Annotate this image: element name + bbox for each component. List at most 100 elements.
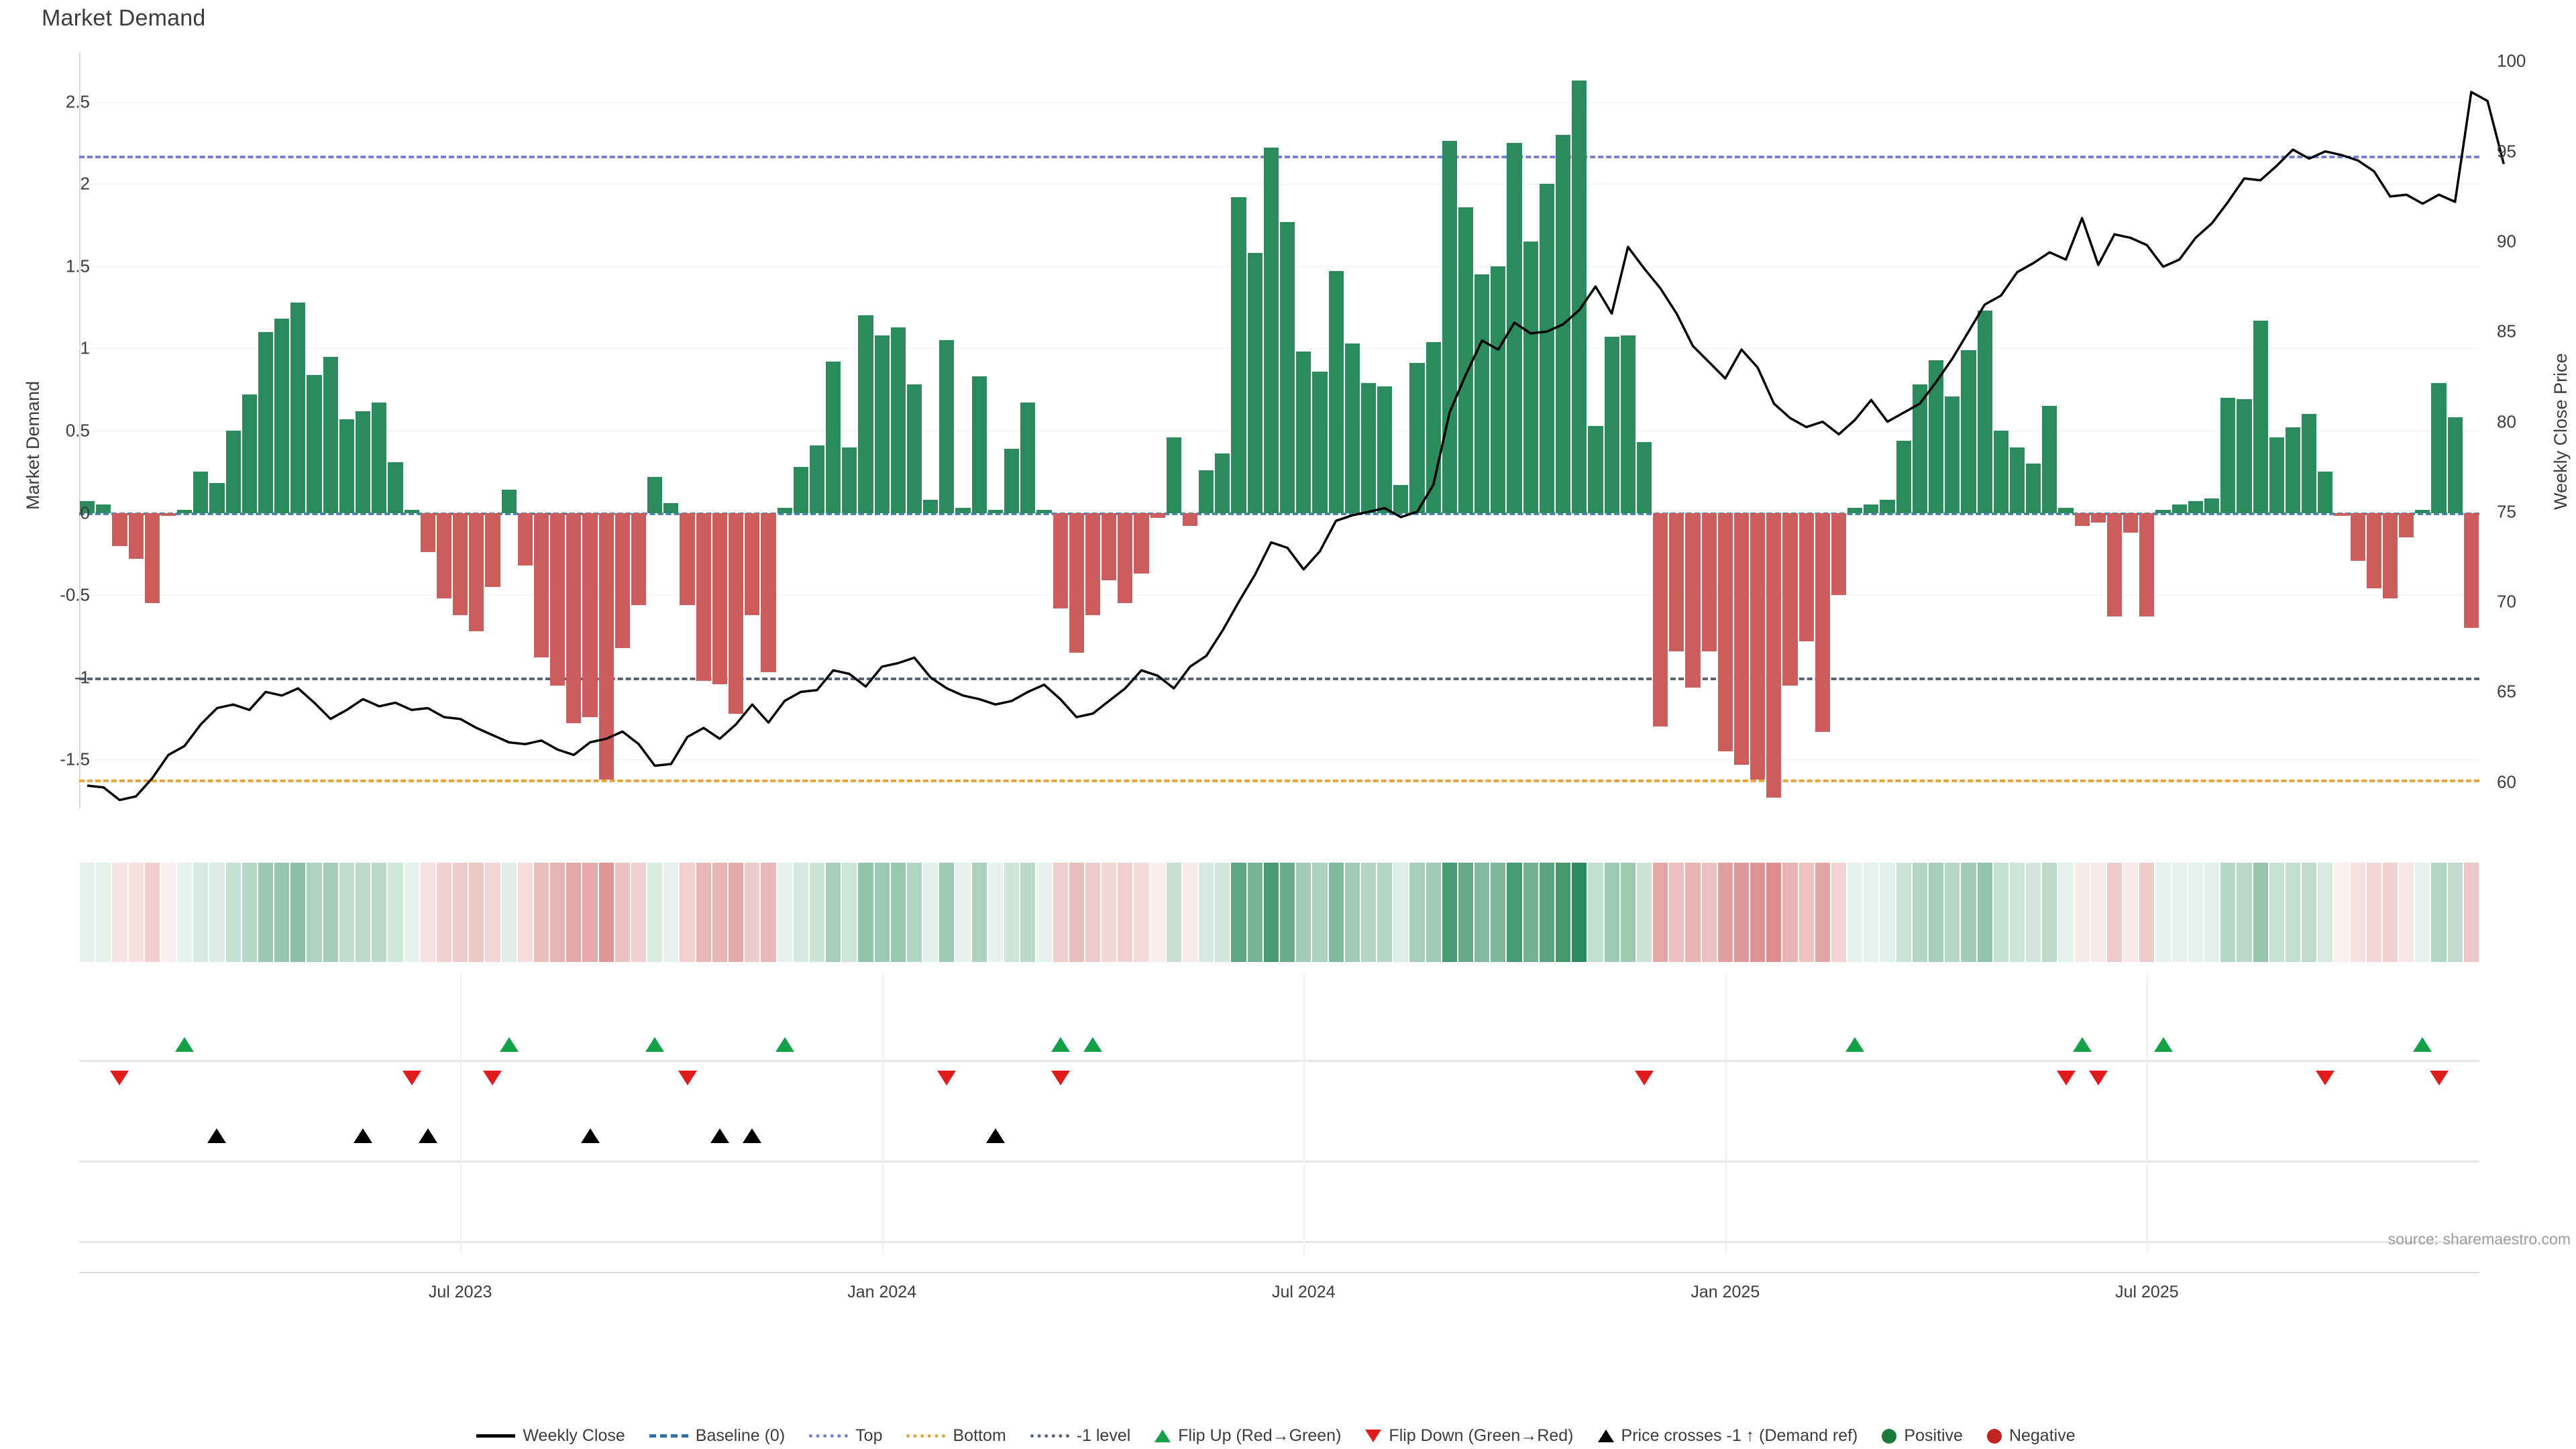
demand-bar bbox=[2431, 382, 2447, 513]
flip-up-marker bbox=[499, 1037, 519, 1052]
demand-bar bbox=[1701, 513, 1717, 651]
legend-label: Price crosses -1 ↑ (Demand ref) bbox=[1621, 1426, 1858, 1445]
heat-cell bbox=[1880, 863, 1895, 962]
demand-bar bbox=[307, 374, 322, 513]
heat-cell bbox=[1847, 863, 1863, 962]
heat-cell bbox=[420, 863, 435, 962]
gridline bbox=[79, 101, 2479, 103]
heat-cell bbox=[388, 863, 403, 962]
legend-label: Flip Up (Red→Green) bbox=[1178, 1426, 1342, 1445]
legend-item-top[interactable]: Top bbox=[809, 1426, 882, 1446]
demand-bar bbox=[874, 335, 890, 513]
heat-cell bbox=[1036, 863, 1052, 962]
heat-cell bbox=[2220, 863, 2236, 962]
marker-rows bbox=[79, 973, 2479, 1254]
demand-bar bbox=[663, 502, 679, 513]
demand-bar bbox=[1474, 274, 1490, 513]
demand-bar bbox=[1360, 382, 1377, 513]
heat-cell bbox=[1328, 863, 1344, 962]
legend-item-negative[interactable]: Negative bbox=[1986, 1426, 2076, 1446]
legend-item-minus-1-level[interactable]: -1 level bbox=[1030, 1426, 1130, 1446]
heat-cell bbox=[712, 863, 728, 962]
demand-bar bbox=[987, 509, 1003, 513]
heat-cell bbox=[1020, 863, 1036, 962]
demand-bar bbox=[1880, 499, 1895, 513]
demand-bar bbox=[2171, 504, 2187, 513]
heat-cell bbox=[1750, 863, 1766, 962]
demand-bar bbox=[1312, 371, 1328, 513]
heat-cell bbox=[1134, 863, 1149, 962]
demand-bar bbox=[680, 513, 695, 605]
demand-bar bbox=[1036, 509, 1052, 513]
demand-bar bbox=[1409, 363, 1425, 513]
flip-down-marker bbox=[402, 1071, 421, 1085]
legend-label: Top bbox=[855, 1426, 883, 1445]
heat-cell bbox=[1896, 863, 1911, 962]
demand-bar bbox=[1929, 360, 1944, 513]
legend-item-weekly-close[interactable]: Weekly Close bbox=[476, 1426, 625, 1446]
demand-bar bbox=[826, 362, 841, 513]
demand-bar bbox=[1604, 337, 1619, 513]
flip-up-marker bbox=[1845, 1037, 1865, 1052]
demand-bar bbox=[1733, 513, 1750, 765]
demand-bar bbox=[1896, 440, 1911, 513]
left-axis-tick: 2 bbox=[80, 173, 90, 194]
demand-bar bbox=[323, 356, 338, 513]
demand-bar bbox=[2463, 513, 2479, 629]
heat-cell bbox=[1442, 863, 1457, 962]
demand-bar bbox=[469, 513, 484, 632]
demand-bar bbox=[1766, 513, 1782, 798]
heat-cell bbox=[1053, 863, 1068, 962]
legend-item-baseline[interactable]: Baseline (0) bbox=[649, 1426, 785, 1446]
flip-down-marker bbox=[2088, 1071, 2108, 1085]
demand-bar bbox=[372, 402, 387, 513]
heat-cell bbox=[1344, 863, 1360, 962]
demand-bar bbox=[1653, 513, 1668, 727]
heat-cell bbox=[1945, 863, 1960, 962]
demand-bar bbox=[2123, 513, 2139, 533]
heat-cell bbox=[874, 863, 890, 962]
heat-cell bbox=[631, 863, 647, 962]
legend-item-flip-up[interactable]: Flip Up (Red→Green) bbox=[1155, 1426, 1341, 1446]
demand-bar bbox=[1263, 148, 1279, 513]
heat-cell bbox=[582, 863, 598, 962]
demand-bar bbox=[453, 513, 468, 615]
x-axis-tick: Jul 2024 bbox=[1271, 1283, 1336, 1301]
price-cross-marker bbox=[354, 1128, 373, 1143]
heat-cell bbox=[1393, 863, 1409, 962]
legend-item-flip-down[interactable]: Flip Down (Green→Red) bbox=[1365, 1426, 1574, 1446]
legend-item-bottom[interactable]: Bottom bbox=[906, 1426, 1006, 1446]
heat-cell bbox=[128, 863, 144, 962]
demand-bar bbox=[1815, 513, 1830, 732]
demand-bar bbox=[1215, 453, 1230, 513]
heat-cell bbox=[2106, 863, 2123, 962]
heat-cell bbox=[1717, 863, 1733, 962]
heat-cell bbox=[2399, 863, 2414, 962]
demand-bar bbox=[1847, 508, 1863, 513]
left-axis-tick: -1 bbox=[74, 667, 90, 688]
heat-cell bbox=[809, 863, 825, 962]
demand-bar bbox=[2366, 513, 2381, 589]
heat-cell bbox=[777, 863, 792, 962]
legend-item-positive[interactable]: Positive bbox=[1882, 1426, 1963, 1446]
heat-cell bbox=[2074, 863, 2090, 962]
marker-vgrid bbox=[1303, 973, 1305, 1254]
demand-bar bbox=[1977, 310, 1992, 513]
heat-cell bbox=[1215, 863, 1230, 962]
heat-cell bbox=[793, 863, 808, 962]
demand-bar bbox=[2026, 464, 2041, 513]
demand-bar bbox=[1328, 271, 1344, 513]
heat-cell bbox=[680, 863, 695, 962]
flip-up-marker bbox=[2413, 1037, 2432, 1052]
legend-item-price-crosses[interactable]: Price crosses -1 ↑ (Demand ref) bbox=[1597, 1426, 1858, 1446]
demand-bar bbox=[2318, 472, 2333, 513]
demand-bar bbox=[209, 483, 225, 513]
flip-down-marker bbox=[110, 1071, 129, 1085]
right-axis-tick: 75 bbox=[2497, 501, 2516, 522]
demand-heat-strip bbox=[79, 863, 2479, 962]
demand-bar bbox=[1799, 513, 1814, 641]
minus-1-level-icon bbox=[1030, 1434, 1069, 1438]
demand-bar bbox=[258, 331, 274, 513]
flip-up-marker bbox=[2153, 1037, 2173, 1052]
demand-bar bbox=[112, 513, 127, 546]
